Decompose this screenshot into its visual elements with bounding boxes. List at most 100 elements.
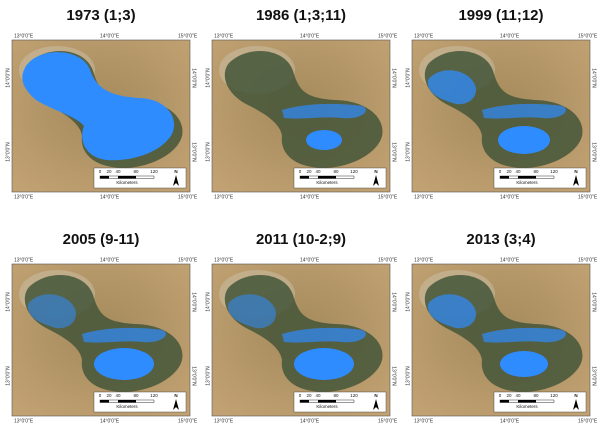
longitude-label: 14°0'0"E xyxy=(100,33,120,39)
scale-tick-label: 40 xyxy=(315,169,321,174)
scale-tick-label: 80 xyxy=(133,169,139,174)
north-arrow xyxy=(573,175,579,186)
longitude-label: 13°0'0"E xyxy=(214,33,234,39)
scale-bar-fill xyxy=(300,400,309,403)
latitude-label: 14°0'0"N xyxy=(205,68,211,88)
panel-title: 1973 (1;3) xyxy=(66,7,135,24)
panel-title: 1986 (1;3;11) xyxy=(256,7,346,24)
longitude-label: 15°0'0"E xyxy=(378,418,398,424)
scale-tick-label: 0 xyxy=(499,169,502,174)
north-label: N xyxy=(174,393,177,398)
latitude-label: 14°0'0"N xyxy=(191,68,197,88)
scale-bar-fill xyxy=(118,400,136,403)
scale-bar-fill xyxy=(100,400,109,403)
latitude-label: 14°0'0"N xyxy=(5,68,11,88)
latitude-label: 13°0'0"N xyxy=(5,366,11,386)
latitude-label: 13°0'0"N xyxy=(405,142,411,162)
scale-unit: Kilometers xyxy=(316,404,338,409)
scale-unit: Kilometers xyxy=(116,180,138,185)
longitude-label: 15°0'0"E xyxy=(378,257,398,263)
scale-tick-label: 20 xyxy=(306,393,312,398)
longitude-label: 14°0'0"E xyxy=(100,194,120,200)
latitude-label: 13°0'0"N xyxy=(591,142,597,162)
longitude-label: 15°0'0"E xyxy=(378,194,398,200)
water xyxy=(482,327,566,343)
longitude-label: 14°0'0"E xyxy=(300,194,320,200)
water xyxy=(427,70,477,105)
longitude-label: 15°0'0"E xyxy=(178,33,198,39)
water xyxy=(427,294,477,329)
longitude-label: 15°0'0"E xyxy=(578,33,598,39)
scale-tick-label: 80 xyxy=(133,393,139,398)
water xyxy=(306,130,342,150)
scale-tick-label: 120 xyxy=(350,393,358,398)
water xyxy=(27,294,77,329)
scale-tick-label: 80 xyxy=(333,393,339,398)
longitude-label: 14°0'0"E xyxy=(300,33,320,39)
scale-tick-label: 80 xyxy=(533,169,539,174)
water xyxy=(22,52,175,161)
longitude-label: 13°0'0"E xyxy=(14,33,34,39)
map: 0 20 40 80 120 Kilometers N 13°0'0"E 13°0'0"E 14°… xyxy=(5,257,198,424)
map: 0 20 40 80 120 Kilometers N 13°0'0"E 13°0'0"E 14°… xyxy=(405,33,598,200)
scale-tick-label: 120 xyxy=(150,169,158,174)
north-arrow xyxy=(373,175,379,186)
water xyxy=(282,327,366,343)
longitude-label: 15°0'0"E xyxy=(178,418,198,424)
water xyxy=(227,294,277,329)
longitude-label: 14°0'0"E xyxy=(300,257,320,263)
scale-tick-label: 120 xyxy=(350,169,358,174)
water xyxy=(498,126,550,154)
longitude-label: 14°0'0"E xyxy=(500,33,520,39)
latitude-label: 14°0'0"N xyxy=(191,292,197,312)
water xyxy=(500,351,548,377)
scale-bar-fill xyxy=(500,400,509,403)
scale-bar-fill xyxy=(100,176,109,179)
scale-tick-label: 0 xyxy=(499,393,502,398)
north-label: N xyxy=(374,393,377,398)
scale-unit: Kilometers xyxy=(516,404,538,409)
scale-tick-label: 20 xyxy=(506,393,512,398)
scale-tick-label: 40 xyxy=(515,393,521,398)
scale-bar-fill xyxy=(518,176,536,179)
north-arrow xyxy=(573,399,579,410)
scale-tick-label: 20 xyxy=(106,393,112,398)
scale-unit: Kilometers xyxy=(316,180,338,185)
north-label: N xyxy=(574,169,577,174)
north-arrow xyxy=(173,175,179,186)
scale-bar-fill xyxy=(500,176,509,179)
scale-tick-label: 0 xyxy=(299,393,302,398)
longitude-label: 15°0'0"E xyxy=(378,33,398,39)
scale-tick-label: 20 xyxy=(106,169,112,174)
panel-title: 2005 (9-11) xyxy=(63,231,140,248)
longitude-label: 13°0'0"E xyxy=(14,418,34,424)
longitude-label: 14°0'0"E xyxy=(100,418,120,424)
water xyxy=(482,103,566,119)
latitude-label: 14°0'0"N xyxy=(591,68,597,88)
water xyxy=(82,327,166,343)
longitude-label: 15°0'0"E xyxy=(178,257,198,263)
latitude-label: 13°0'0"N xyxy=(391,142,397,162)
scale-tick-label: 20 xyxy=(306,169,312,174)
north-label: N xyxy=(374,169,377,174)
scale-tick-label: 0 xyxy=(299,169,302,174)
scale-tick-label: 40 xyxy=(115,169,121,174)
scale-tick-label: 40 xyxy=(115,393,121,398)
north-label: N xyxy=(174,169,177,174)
longitude-label: 13°0'0"E xyxy=(14,257,34,263)
panel-title: 2011 (10-2;9) xyxy=(256,231,346,248)
longitude-label: 13°0'0"E xyxy=(414,257,434,263)
longitude-label: 15°0'0"E xyxy=(578,418,598,424)
panel-title: 2013 (3;4) xyxy=(466,231,535,248)
north-label: N xyxy=(574,393,577,398)
scale-bar-fill xyxy=(300,176,309,179)
scale-tick-label: 0 xyxy=(99,169,102,174)
panel-title: 1999 (11;12) xyxy=(458,7,543,24)
latitude-label: 14°0'0"N xyxy=(405,68,411,88)
latitude-label: 13°0'0"N xyxy=(405,366,411,386)
scale-tick-label: 40 xyxy=(515,169,521,174)
longitude-label: 13°0'0"E xyxy=(414,418,434,424)
longitude-label: 15°0'0"E xyxy=(578,194,598,200)
longitude-label: 15°0'0"E xyxy=(178,194,198,200)
latitude-label: 14°0'0"N xyxy=(5,292,11,312)
